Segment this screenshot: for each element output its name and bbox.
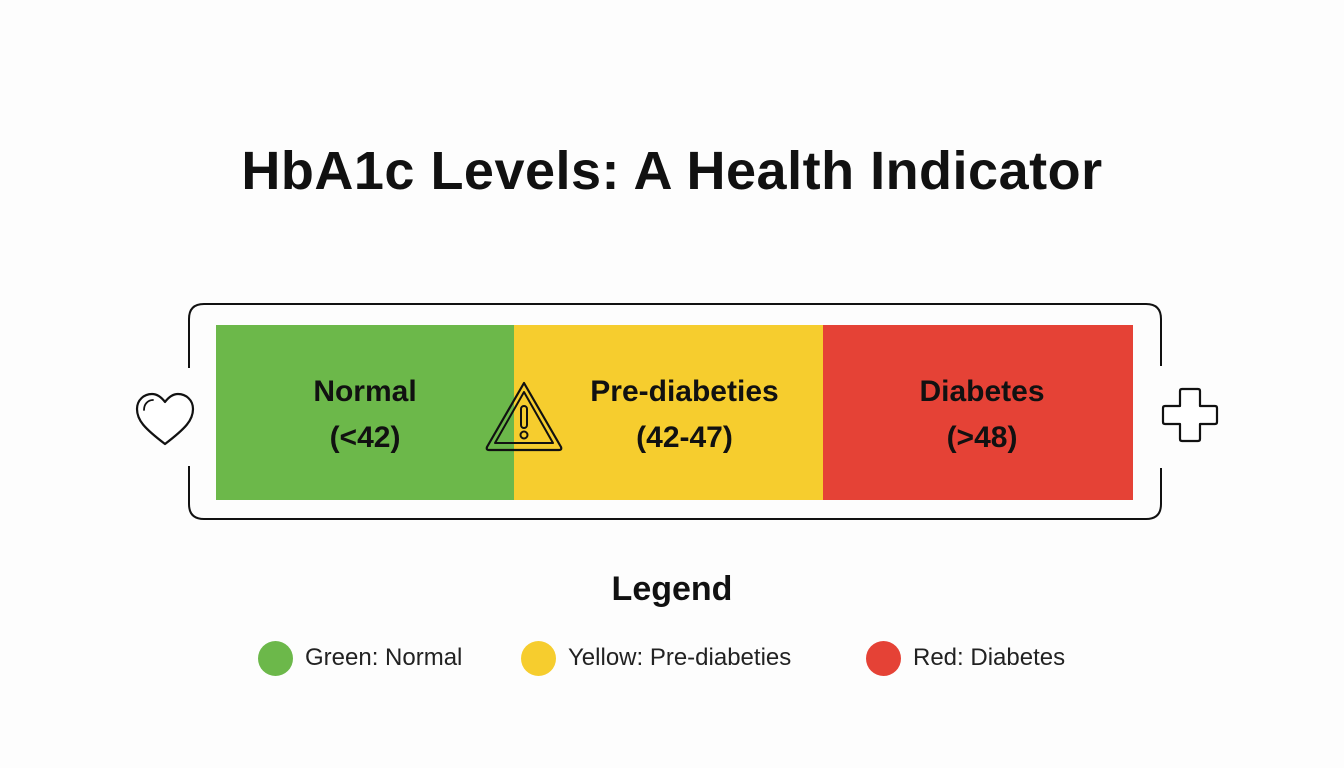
page-title: HbA1c Levels: A Health Indicator: [241, 141, 1103, 201]
legend-label-green: Green: Normal: [305, 644, 463, 671]
legend-item-green: Green: Normal: [258, 640, 462, 676]
legend-item-yellow: Yellow: Pre-diabeties: [521, 640, 791, 676]
legend-item-red: Red: Diabetes: [866, 640, 1065, 676]
segment-normal-range: (<42): [329, 421, 401, 454]
segment-normal: Normal (<42): [216, 325, 514, 500]
segment-prediabetes-range: (42-47): [636, 421, 733, 454]
legend-swatch-red: [866, 640, 901, 676]
warning-icon: [485, 381, 563, 452]
legend-swatch-green: [258, 640, 293, 676]
segment-diabetes-range: (>48): [946, 421, 1018, 454]
legend-label-yellow: Yellow: Pre-diabeties: [568, 644, 792, 671]
legend-label-red: Red: Diabetes: [913, 644, 1066, 671]
legend-swatch-yellow: [521, 640, 556, 676]
heart-icon: [135, 392, 195, 446]
segment-prediabetes: Pre-diabeties (42-47): [514, 325, 823, 500]
segment-diabetes-label: Diabetes: [919, 375, 1045, 408]
segment-prediabetes-label: Pre-diabeties: [590, 375, 779, 408]
segment-diabetes: Diabetes (>48): [823, 325, 1133, 500]
medical-cross-icon: [1161, 387, 1219, 443]
legend-title: Legend: [611, 570, 733, 608]
segment-normal-label: Normal: [313, 375, 417, 408]
